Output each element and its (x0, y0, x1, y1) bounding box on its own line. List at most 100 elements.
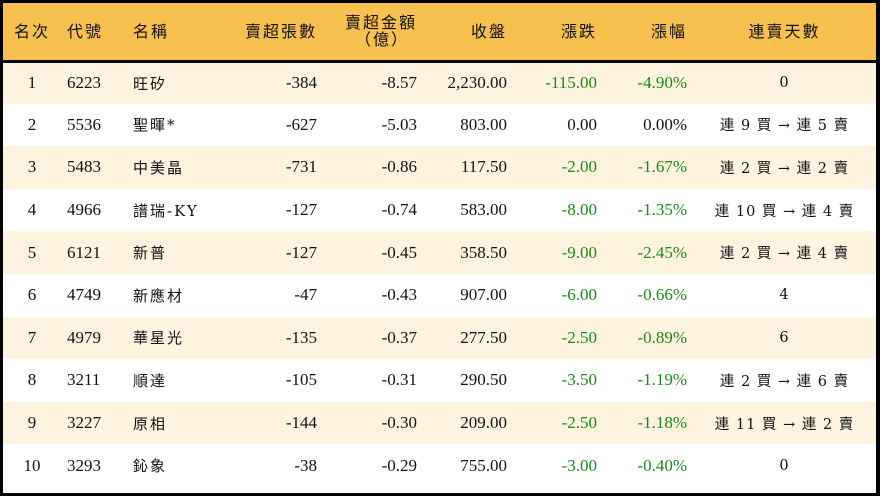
header-close: 收盤 (423, 3, 513, 63)
net-sell-ranking-table-frame: 名次 代號 名稱 賣超張數 賣超金額 （億） 收盤 漲跌 漲幅 連賣天數 1 62… (3, 3, 876, 493)
cell-net-sell-lots: -144 (285, 413, 317, 433)
cell-close: 803.00 (460, 114, 507, 134)
cell-net-sell-amount: -0.31 (381, 370, 417, 390)
cell-consecutive-sell-days: 連 10 買 → 連 4 賣 (714, 203, 855, 220)
cell-net-sell-amount: -0.30 (381, 413, 417, 433)
cell-name: 譜瑞-KY (133, 201, 199, 220)
table-row: 2 5536 聖暉* -627 -5.03 803.00 0.00 0.00% 連 9 買 → … (3, 103, 876, 147)
cell-change-pct: -4.90% (637, 73, 687, 93)
net-sell-ranking-table: 名次 代號 名稱 賣超張數 賣超金額 （億） 收盤 漲跌 漲幅 連賣天數 1 62… (3, 3, 876, 487)
table-row: 8 3211 順達 -105 -0.31 290.50 -3.50 -1.19% 連 2 買 →… (3, 359, 876, 402)
cell-change: -9.00 (561, 242, 597, 262)
header-change: 漲跌 (513, 3, 603, 63)
table-row: 4 4966 譜瑞-KY -127 -0.74 583.00 -8.00 -1.35% 連 10… (3, 188, 876, 232)
table-body: 1 6223 旺矽 -384 -8.57 2,230.00 -115.00 -4.90% 0 2 5… (3, 61, 876, 487)
cell-net-sell-lots: -384 (285, 73, 317, 93)
cell-change: -8.00 (561, 200, 597, 220)
cell-close: 358.50 (460, 242, 507, 262)
cell-net-sell-lots: -731 (285, 157, 317, 177)
cell-change: 0.00 (567, 114, 597, 134)
cell-close: 290.50 (460, 370, 507, 390)
cell-net-sell-amount: -0.45 (381, 242, 417, 262)
cell-code: 3293 (67, 455, 101, 475)
cell-net-sell-lots: -105 (285, 370, 317, 390)
cell-rank: 9 (27, 413, 37, 433)
cell-code: 6223 (67, 73, 101, 93)
table-row: 1 6223 旺矽 -384 -8.57 2,230.00 -115.00 -4.90% 0 (3, 61, 876, 104)
cell-net-sell-amount: -0.37 (381, 327, 417, 347)
cell-code: 6121 (67, 242, 101, 262)
cell-net-sell-lots: -627 (285, 114, 317, 134)
cell-rank: 2 (27, 114, 37, 134)
cell-change-pct: 0.00% (643, 114, 687, 134)
cell-rank: 6 (27, 285, 37, 305)
cell-net-sell-amount: -5.03 (381, 114, 417, 134)
header-change-pct: 漲幅 (603, 3, 693, 63)
header-code: 代號 (61, 3, 127, 63)
cell-net-sell-amount: -0.74 (381, 200, 417, 220)
cell-consecutive-sell-days: 0 (779, 457, 790, 474)
cell-close: 209.00 (460, 413, 507, 433)
cell-name: 聖暉* (133, 116, 177, 135)
cell-change: -2.50 (561, 327, 597, 347)
header-row: 名次 代號 名稱 賣超張數 賣超金額 （億） 收盤 漲跌 漲幅 連賣天數 (3, 3, 876, 63)
cell-close: 583.00 (460, 200, 507, 220)
cell-code: 4966 (67, 200, 101, 220)
cell-net-sell-lots: -47 (294, 285, 317, 305)
table-row: 6 4749 新應材 -47 -0.43 907.00 -6.00 -0.66% 4 (3, 273, 876, 317)
cell-code: 5536 (67, 114, 101, 134)
cell-rank: 4 (27, 200, 37, 220)
cell-net-sell-amount: -0.43 (381, 285, 417, 305)
table-row: 10 3293 鈊象 -38 -0.29 755.00 -3.00 -0.40% 0 (3, 444, 876, 487)
header-net-sell-lots: 賣超張數 (231, 3, 323, 63)
table-header: 名次 代號 名稱 賣超張數 賣超金額 （億） 收盤 漲跌 漲幅 連賣天數 (3, 3, 876, 63)
cell-change-pct: -1.18% (637, 413, 687, 433)
cell-code: 5483 (67, 157, 101, 177)
cell-net-sell-amount: -0.29 (381, 455, 417, 475)
cell-rank: 10 (23, 455, 41, 475)
header-net-sell-amount-line1: 賣超金額 (344, 13, 417, 33)
cell-change-pct: -1.35% (637, 200, 687, 220)
cell-rank: 1 (27, 73, 37, 93)
cell-consecutive-sell-days: 連 11 買 → 連 2 賣 (714, 416, 855, 433)
cell-change-pct: -2.45% (637, 242, 687, 262)
cell-change: -115.00 (545, 73, 597, 93)
cell-consecutive-sell-days: 0 (779, 75, 790, 92)
table-row: 5 6121 新普 -127 -0.45 358.50 -9.00 -2.45% 連 2 買 →… (3, 231, 876, 274)
cell-net-sell-lots: -127 (285, 242, 317, 262)
header-rank: 名次 (3, 3, 61, 63)
cell-rank: 8 (27, 370, 37, 390)
cell-change: -3.50 (561, 370, 597, 390)
cell-change: -2.50 (561, 413, 597, 433)
cell-code: 3211 (67, 370, 101, 390)
cell-close: 907.00 (460, 285, 507, 305)
cell-consecutive-sell-days: 連 2 買 → 連 2 賣 (719, 160, 850, 177)
cell-name: 旺矽 (133, 74, 168, 93)
cell-name: 鈊象 (133, 457, 168, 476)
cell-rank: 7 (27, 327, 37, 347)
cell-change: -2.00 (561, 157, 597, 177)
cell-code: 4979 (67, 327, 101, 347)
cell-name: 原相 (133, 414, 168, 433)
cell-net-sell-lots: -38 (294, 455, 317, 475)
cell-name: 新應材 (133, 286, 185, 305)
cell-consecutive-sell-days: 連 2 買 → 連 4 賣 (719, 246, 850, 263)
cell-close: 277.50 (460, 327, 507, 347)
cell-change-pct: -1.67% (637, 157, 687, 177)
cell-net-sell-amount: -0.86 (381, 157, 417, 177)
cell-consecutive-sell-days: 連 2 買 → 連 6 賣 (719, 373, 850, 390)
header-net-sell-amount: 賣超金額 （億） (323, 3, 423, 63)
header-name: 名稱 (127, 3, 231, 63)
cell-close: 117.50 (460, 157, 507, 177)
table-row: 7 4979 華星光 -135 -0.37 277.50 -2.50 -0.89% 6 (3, 316, 876, 360)
cell-close: 2,230.00 (447, 73, 508, 93)
cell-net-sell-lots: -135 (285, 327, 317, 347)
cell-name: 華星光 (133, 329, 185, 348)
cell-name: 中美晶 (133, 158, 185, 177)
cell-code: 4749 (67, 285, 101, 305)
header-net-sell-amount-line2: （億） (354, 30, 409, 50)
cell-change-pct: -0.40% (637, 455, 687, 475)
header-consecutive-sell-days: 連賣天數 (693, 3, 876, 63)
cell-net-sell-amount: -8.57 (381, 73, 417, 93)
cell-net-sell-lots: -127 (285, 200, 317, 220)
